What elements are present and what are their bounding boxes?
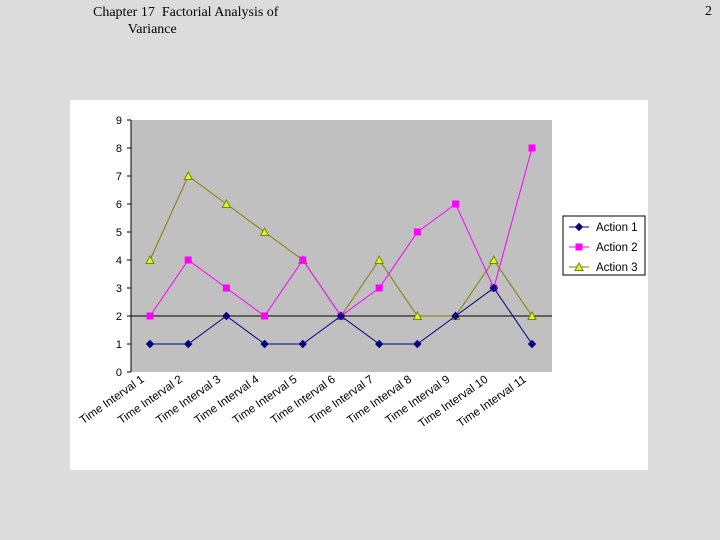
y-tick-label: 7 <box>116 171 122 183</box>
data-point-action-3 <box>412 310 423 320</box>
page-title: Chapter 17 Factorial Analysis of Varianc… <box>93 4 278 38</box>
data-point-action-1 <box>451 311 460 321</box>
data-point-action-3 <box>183 170 194 180</box>
x-tick-label: Time Interval 11 <box>455 374 528 430</box>
data-point-action-1 <box>298 339 308 349</box>
title-line-2: Variance <box>127 22 177 37</box>
data-point-action-3 <box>145 254 155 264</box>
data-point-action-1 <box>260 339 269 349</box>
legend: Action 1 Action 2 Action 3 <box>562 215 646 276</box>
title-line-1: Chapter 17 Factorial Analysis of <box>93 5 279 20</box>
legend-label: Action 2 <box>596 242 638 254</box>
plot-area <box>131 120 552 372</box>
data-point-action-3 <box>488 254 499 264</box>
data-point-action-1 <box>183 339 193 349</box>
data-point-action-2 <box>413 228 421 236</box>
data-point-action-1 <box>374 339 384 349</box>
data-point-action-2 <box>528 144 536 152</box>
y-tick-label: 8 <box>116 143 122 155</box>
legend-item: Action 1 <box>569 222 638 234</box>
y-tick-label: 9 <box>116 115 122 127</box>
y-tick-label: 6 <box>116 199 122 211</box>
data-point-action-2 <box>299 256 307 264</box>
x-tick-label: Time Interval 5 <box>231 374 300 427</box>
x-tick-label: Time Interval 7 <box>307 374 376 427</box>
data-point-action-1 <box>336 311 346 321</box>
x-tick-label: Time Interval 2 <box>116 374 185 427</box>
legend-marker <box>574 261 584 271</box>
data-point-action-2 <box>184 256 192 264</box>
legend-item: Action 3 <box>569 261 638 274</box>
data-point-action-3 <box>259 226 270 236</box>
x-tick-label: Time Interval 10 <box>416 374 490 431</box>
data-point-action-1 <box>489 283 499 293</box>
data-point-action-2 <box>146 312 154 320</box>
data-point-action-1 <box>222 311 231 321</box>
series-action-1 <box>145 283 537 349</box>
x-tick-label: Time Interval 1 <box>78 374 147 427</box>
data-point-action-2 <box>375 284 383 292</box>
series-layer <box>145 144 537 349</box>
page-number: 2 <box>705 4 712 19</box>
y-tick-label: 5 <box>116 227 122 239</box>
y-tick-label: 2 <box>116 311 122 323</box>
data-point-action-3 <box>221 198 232 208</box>
data-point-action-2 <box>261 312 269 320</box>
y-tick-label: 4 <box>116 255 122 267</box>
data-point-action-2 <box>222 284 230 292</box>
data-point-action-2 <box>452 200 460 208</box>
x-tick-label: Time Interval 3 <box>154 374 223 427</box>
y-tick-label: 0 <box>116 367 122 379</box>
legend-item: Action 2 <box>569 242 638 254</box>
y-tick-label: 3 <box>116 283 122 295</box>
data-point-action-1 <box>413 339 422 349</box>
data-point-action-1 <box>527 339 537 349</box>
legend-label: Action 1 <box>596 222 638 234</box>
x-tick-label: Time Interval 6 <box>269 374 338 427</box>
legend-label: Action 3 <box>596 262 638 274</box>
x-tick-label: Time Interval 4 <box>192 373 261 427</box>
data-point-action-3 <box>527 310 537 320</box>
data-point-action-1 <box>145 339 155 349</box>
legend-marker <box>575 243 583 251</box>
legend-marker <box>574 222 584 232</box>
y-tick-label: 1 <box>116 339 122 351</box>
x-tick-label: Time Interval 8 <box>345 374 414 427</box>
data-point-action-3 <box>374 254 385 264</box>
